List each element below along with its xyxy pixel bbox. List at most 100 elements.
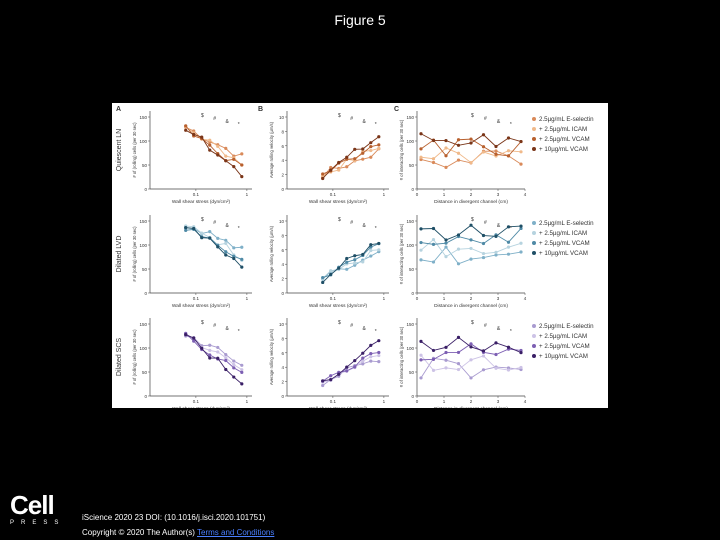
series-point-2-0-1-3 [456, 151, 461, 155]
series-point-2-2-1-8 [519, 365, 523, 370]
series-point-1-2-2-3 [345, 369, 349, 373]
series-point-2-1-3-4 [469, 223, 473, 227]
series-point-2-2-3-4 [469, 345, 473, 349]
significance-mark-1-1-3: * [375, 226, 377, 232]
series-point-2-0-3-2 [444, 138, 448, 143]
series-point-2-0-1-4 [469, 160, 473, 165]
series-point-1-1-3-7 [377, 241, 381, 246]
y-axis-label-1-1: Average rolling velocity (µm/s) [269, 225, 274, 282]
series-point-2-1-2-4 [469, 238, 473, 242]
panel-letter-c: C [394, 106, 399, 113]
y-axis-label-2-0: # of interacting cells (per 30 sec) [399, 119, 404, 180]
y-tick-label-1-0-3: 6 [281, 144, 284, 149]
y-tick-label-1-0-4: 8 [281, 129, 284, 134]
row-label-1: Dilated LVD [116, 236, 123, 273]
y-axis-label-2-1: # of interacting cells (per 30 sec) [399, 223, 404, 284]
series-point-2-2-2-4 [469, 342, 473, 346]
y-tick-label-0-1-0: 0 [144, 291, 147, 296]
series-point-2-2-3-8 [519, 351, 523, 355]
significance-mark-2-0-1: # [484, 116, 487, 122]
significance-mark-1-0-0: $ [338, 113, 341, 119]
series-point-0-2-2-1 [192, 339, 196, 343]
series-point-2-2-0-4 [469, 376, 473, 380]
series-point-2-2-2-1 [431, 357, 436, 361]
series-point-1-1-1-1 [329, 269, 333, 273]
series-point-2-0-3-5 [481, 133, 486, 137]
series-point-2-0-2-3 [456, 138, 461, 142]
y-tick-label-1-2-1: 2 [281, 380, 284, 385]
series-point-2-0-3-4 [469, 141, 473, 145]
series-point-2-1-3-3 [456, 233, 461, 237]
series-point-2-2-3-3 [456, 335, 461, 339]
series-point-0-1-3-6 [232, 256, 236, 261]
series-point-0-2-1-6 [232, 362, 236, 367]
cell-press-subtitle: PRESS [10, 520, 66, 526]
series-point-2-1-0-0 [419, 258, 423, 262]
series-point-1-1-1-7 [377, 248, 381, 252]
series-point-1-0-0-5 [361, 157, 365, 161]
y-tick-label-1-0-1: 2 [281, 173, 284, 178]
y-tick-label-2-2-1: 50 [409, 370, 415, 375]
series-point-0-2-0-5 [224, 352, 228, 357]
series-point-2-0-1-8 [519, 150, 523, 154]
series-point-1-2-3-0 [321, 379, 325, 383]
series-line-2-0-0 [420, 150, 522, 168]
series-point-2-2-0-3 [456, 362, 461, 366]
slide-title: Figure 5 [334, 12, 386, 28]
series-point-2-1-0-6 [494, 253, 498, 257]
legend-label-1-2: + 2.5µg/mL VCAM [539, 240, 590, 247]
series-point-0-0-3-2 [200, 135, 204, 139]
series-point-1-0-3-5 [361, 147, 365, 151]
series-point-2-1-0-2 [444, 245, 448, 249]
x-tick-label-2-2-0: 0 [416, 399, 419, 404]
series-point-2-0-0-3 [456, 158, 461, 162]
y-tick-label-2-1-3: 150 [406, 219, 414, 224]
y-tick-label-1-2-5: 10 [279, 322, 285, 327]
x-tick-label-0-1-0: 0.1 [193, 296, 200, 301]
x-axis-label-1-0: Wall shear stress (dyn/cm²) [309, 199, 368, 205]
series-point-1-2-2-4 [353, 365, 357, 369]
series-point-2-0-3-3 [456, 143, 461, 147]
series-point-0-0-1-5 [224, 154, 228, 158]
series-point-0-2-3-3 [208, 356, 212, 360]
legend-marker-1-1 [532, 231, 536, 235]
series-point-0-2-0-7 [240, 363, 244, 367]
series-point-1-0-2-5 [361, 151, 365, 155]
series-point-0-1-0-5 [224, 238, 228, 242]
series-point-1-2-0-5 [361, 362, 365, 366]
significance-mark-0-0-1: # [213, 116, 216, 122]
series-point-0-1-1-2 [200, 231, 204, 235]
series-point-0-2-3-2 [200, 346, 204, 350]
series-point-0-0-2-3 [208, 143, 212, 147]
series-point-2-1-3-5 [481, 233, 486, 238]
series-point-2-0-2-4 [469, 137, 473, 141]
series-point-0-1-2-7 [240, 257, 244, 261]
series-point-0-0-0-7 [240, 152, 244, 156]
y-axis-label-0-2: # of (rolling) cells (per 30 sec) [132, 329, 137, 385]
series-point-2-0-1-0 [419, 155, 423, 159]
series-point-0-2-2-5 [224, 358, 228, 363]
series-point-0-2-2-3 [208, 353, 212, 357]
series-point-1-0-3-1 [329, 168, 333, 172]
y-tick-label-0-0-2: 100 [139, 139, 147, 144]
significance-mark-0-2-1: # [213, 323, 216, 329]
series-point-1-2-2-1 [329, 374, 333, 378]
series-point-1-0-1-7 [377, 146, 381, 150]
series-point-0-0-1-3 [208, 138, 212, 142]
series-point-2-2-1-2 [444, 366, 448, 370]
legend-marker-1-0 [532, 221, 536, 225]
terms-and-conditions-link[interactable]: Terms and Conditions [197, 528, 275, 537]
significance-mark-2-0-3: * [510, 122, 512, 128]
series-point-1-2-2-5 [361, 356, 365, 360]
series-point-1-2-3-2 [337, 372, 341, 376]
series-point-2-0-1-1 [431, 157, 436, 161]
series-point-2-1-0-8 [519, 250, 523, 254]
significance-mark-2-2-2: & [497, 326, 501, 332]
series-point-2-1-3-8 [519, 224, 523, 228]
series-point-2-0-1-7 [506, 149, 511, 153]
series-point-0-1-3-4 [216, 245, 220, 249]
legend-label-1-0: 2.5µg/mL E-selectin [539, 220, 594, 227]
series-point-1-2-3-3 [345, 365, 349, 369]
y-tick-label-2-2-3: 150 [406, 322, 414, 327]
